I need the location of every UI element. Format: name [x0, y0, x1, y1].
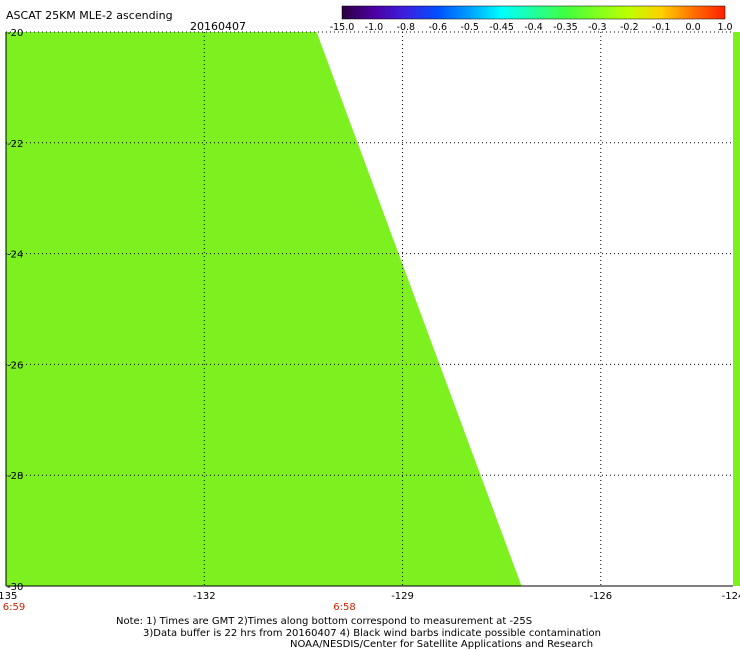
footnote-times: Note: 1) Times are GMT 2)Times along bot… [116, 616, 533, 627]
colorbar-tick-label: -0.5 [460, 22, 479, 33]
colorbar-tick-label: -1.0 [365, 22, 384, 33]
y-tick-label: -28 [7, 471, 23, 482]
x-tick-label: -132 [193, 591, 216, 602]
colorbar-tick-label: -0.3 [588, 22, 607, 33]
footnote-credit: NOAA/NESDIS/Center for Satellite Applica… [290, 639, 594, 650]
y-tick-label: -22 [7, 139, 23, 150]
colorbar-tick-label: -0.4 [524, 22, 543, 33]
x-tick-label: -124 [722, 591, 740, 602]
x-tick-label: -135 [0, 591, 17, 602]
footnote-buffer: 3)Data buffer is 22 hrs from 20160407 4)… [143, 628, 601, 639]
y-tick-label: -24 [7, 250, 23, 261]
colorbar-tick-label: -0.6 [428, 22, 447, 33]
colorbar-tick-label: 1.0 [717, 22, 732, 33]
time-label: 6:59 [3, 602, 25, 613]
chart-title: ASCAT 25KM MLE-2 ascending [6, 9, 173, 22]
colorbar-tick-label: -15.0 [330, 22, 355, 33]
y-tick-label: -20 [7, 28, 23, 39]
colorbar-tick-label: -0.35 [553, 22, 578, 33]
colorbar-tick-label: -0.1 [652, 22, 671, 33]
time-label: 6:58 [333, 602, 355, 613]
swath-east [733, 32, 740, 586]
y-tick-label: -30 [7, 582, 23, 593]
chart-date: 20160407 [190, 20, 246, 33]
colorbar-tick-label: -0.8 [397, 22, 416, 33]
colorbar-tick-label: -0.2 [620, 22, 639, 33]
y-tick-label: -26 [7, 360, 23, 371]
colorbar-tick-label: -0.45 [489, 22, 514, 33]
x-tick-label: -129 [391, 591, 414, 602]
x-tick-label: -126 [589, 591, 612, 602]
colorbar [341, 5, 726, 20]
colorbar-tick-label: 0.0 [686, 22, 701, 33]
swath-west [6, 32, 522, 586]
